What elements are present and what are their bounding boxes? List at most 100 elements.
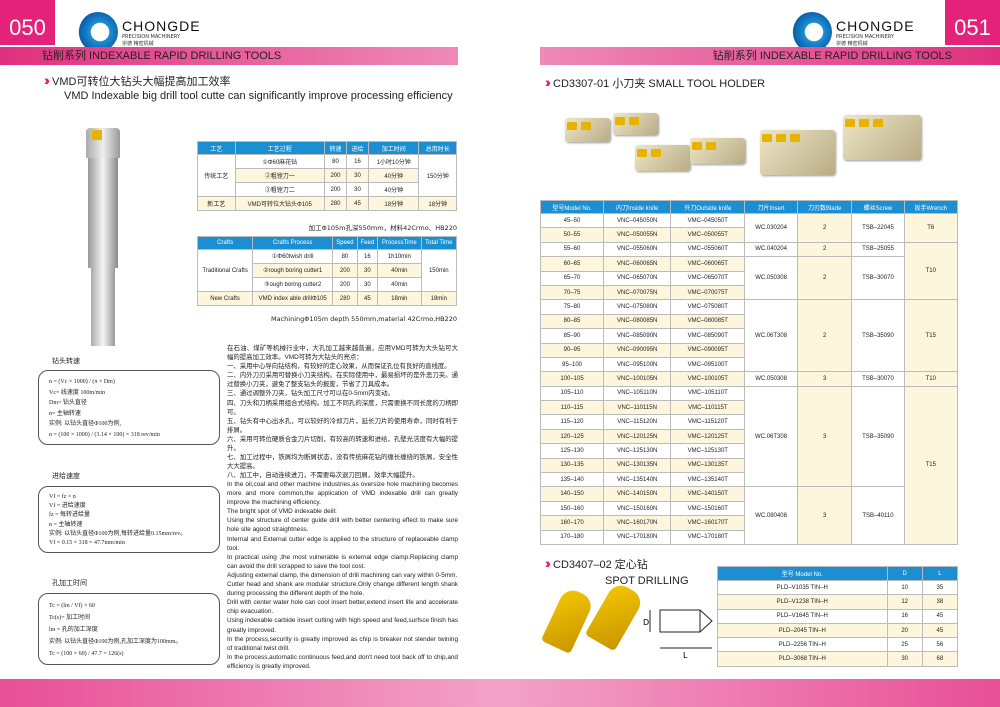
model-cell: 100–105 [539, 371, 605, 387]
formula-line: n = 主轴转速 [49, 521, 83, 528]
blade-cell: 3 [796, 486, 853, 545]
total-cell: 18分钟 [418, 196, 457, 211]
blade-cell: 2 [796, 256, 853, 301]
table-cell: 80 [323, 154, 347, 169]
inside-knife-cell: VNC–135140N [603, 472, 672, 488]
column-header: Crafts [196, 236, 254, 250]
table-row: PLD–V1238 TIN–H 12 38 [717, 594, 959, 610]
page-number-right: 051 [945, 0, 1000, 45]
logo-sub: PRECISION MACHINERY [122, 33, 181, 40]
formula-line: 实例: 以钻头直径Φ100为例,孔加工深度为100mm。 [49, 639, 182, 645]
paragraph: Adjusting external clamp, the dimension … [227, 571, 458, 579]
table-row: 135–140 VNC–135140N VMC–135140T [539, 472, 958, 488]
insert-holder-image [565, 118, 610, 142]
section-band-left: 钻削系列 INDEXABLE RAPID DRILLING TOOLS [0, 47, 458, 65]
table-row: 70–75 VNC–070075N VMC–070075T [539, 284, 958, 301]
table-row: 130–135 VNC–130135N VMC–130135T [539, 457, 958, 474]
screw-cell: TSB–30070 [851, 256, 905, 301]
table-row: 110–115 VNC–110115N VMC–110115T [539, 400, 958, 416]
blade-cell: 2 [796, 213, 853, 243]
section2-title-cn: CD3407–02 定心钻 [553, 559, 648, 571]
table-cell: 38 [921, 594, 959, 610]
formula-line: 实例: 以钻头直径Φ100为例, [49, 421, 122, 427]
screw-cell: TSB–22045 [851, 213, 905, 243]
table-row: 传统工艺 ①Φ60麻花钻 80 16 1小时10分钟 150分钟 [197, 154, 457, 197]
table-row: 120–125 VNC–120125N VMC–120125T [539, 428, 958, 445]
model-cell: 50–55 [539, 227, 605, 243]
formula-line: Vf = 0.15 × 318 = 47.7mm/min [49, 539, 125, 546]
insert-cell: WC.040204 [744, 241, 798, 258]
title-en: VMD Indexable big drill tool cutte can s… [64, 90, 453, 102]
vmd-drill-image [78, 128, 128, 346]
table-row: 85–90 VNC–085090N VMC–085090T [539, 328, 958, 344]
outside-knife-cell: VMC–075080T [670, 299, 746, 315]
table-cell: 280 [332, 291, 358, 306]
insert-cell: WC.050308 [744, 371, 798, 387]
logo-icon [78, 12, 118, 52]
table-cell: 200 [323, 168, 347, 183]
paragraph: Internal and External cutter edge is app… [227, 535, 458, 552]
column-header: 扳手Wrench [903, 200, 959, 214]
column-header: 加工时间 [367, 141, 420, 155]
table-cell: 10 [886, 579, 923, 596]
wrench-cell: T10 [903, 371, 959, 387]
table-cell: ③粗镗刀二 [234, 182, 325, 197]
model-cell: 85–90 [539, 328, 605, 344]
formula-line: 实例: 以钻头直径Φ100为例,每转进给量0.15mm/rev。 [49, 530, 187, 537]
table-cell: PLD–V1238 TIN–H [717, 594, 888, 610]
model-cell: 125–130 [539, 443, 605, 459]
inside-knife-cell: VNC–045050N [603, 212, 672, 229]
column-header: 型号 Model No. [717, 566, 888, 581]
insert-holder-image [635, 145, 690, 171]
craft-cell: New Crafts [196, 291, 254, 306]
table-cell: ①Φ60twish drill [252, 249, 334, 264]
paragraph: Using indexable carbide insert cutting w… [227, 617, 458, 634]
table-cell: 30 [356, 263, 379, 278]
inside-knife-cell: VNC–090095N [603, 342, 672, 358]
table-cell: 40分钟 [367, 182, 420, 197]
screw-cell: TSB–35090 [851, 385, 905, 488]
model-cell: 75–80 [539, 299, 605, 315]
table-cell: VMD index able drillΦ105 [252, 291, 334, 306]
features-cn: 在石油、煤矿等机械行业中，大孔加工越来越普遍，应用VMD可转为大头钻可大幅的提高… [227, 344, 458, 480]
table-cell: 16 [886, 608, 923, 624]
formula-line: Tc = (lm / Vf) × 60 [49, 603, 95, 609]
paragraph: In practical using ,the most vulnerable … [227, 553, 458, 570]
model-cell: 140–150 [539, 486, 605, 502]
table-cell: 18分钟 [367, 196, 420, 211]
column-header: 刀刃数Blade [796, 200, 853, 214]
spot-drill-image [540, 586, 596, 654]
chevron-icon: ››› [545, 74, 551, 90]
outside-knife-cell: VMC–140150T [670, 486, 746, 502]
paragraph: 一、采用中心导向钻结构，有较好的定心效果，从而保证孔位有良好的直线度。 [227, 363, 451, 371]
column-header: 内刀Inside knife [603, 200, 672, 214]
outside-knife-cell: VMC–055060T [670, 241, 746, 258]
table-cell: VMD可转位大钻头Φ105 [234, 196, 325, 211]
paragraph: 在石油、煤矿等机械行业中，大孔加工越来越普遍，应用VMD可转为大头钻可大幅的提高… [227, 345, 458, 362]
outside-knife-cell: VMC–060065T [670, 256, 746, 272]
craft-cell: Traditional Crafts [196, 249, 254, 292]
model-cell: 110–115 [539, 400, 605, 416]
table-cell: 30 [886, 651, 923, 667]
model-cell: 70–75 [539, 284, 605, 301]
table-row: PLD–V1035 TIN–H 10 35 [717, 579, 959, 596]
table-cell: PLD–2256 TIN–H [717, 637, 888, 653]
table-row: 105–110 VNC–105110N VMC–105110T WC.06T308 3 T… [539, 385, 959, 545]
outside-knife-cell: VMC–135140T [670, 472, 746, 488]
table-cell: ②rough boring cutter1 [252, 263, 334, 278]
table-row: ③粗镗刀二 200 30 40分钟 [198, 182, 457, 197]
process-table-cn: 工艺 工艺过程 转速 进给 加工时间 总用时长 传统工艺 ①Φ60麻花钻 80 16 1小时10分钟… [197, 141, 457, 211]
formula-box: n = (Vc × 1000) / (π × Dm) Vc= 线速度 100m/m… [38, 370, 220, 445]
spot-drill-image [584, 580, 646, 652]
paragraph: The bright spot of VMD indexable deill: [227, 508, 337, 516]
table-cell: 30 [356, 277, 379, 292]
table-cell: 1h10min [377, 249, 422, 264]
formula-line: n = (Vc × 1000) / (π × Dm) [49, 379, 115, 385]
insert-cell: WC.050308 [744, 256, 798, 301]
section-band-right: 钻削系列 INDEXABLE RAPID DRILLING TOOLS [540, 47, 1000, 65]
formula-line: Tc = (100 × 60) / 47.7 = 126(s) [49, 651, 124, 657]
logo-name: CHONGDE [122, 17, 201, 34]
paragraph: Using the structure of center guide dril… [227, 517, 458, 534]
model-cell: 170–180 [539, 529, 605, 545]
table-row: 100–105 VNC–100105N VMC–100105T WC.050308 3 T… [539, 371, 959, 387]
